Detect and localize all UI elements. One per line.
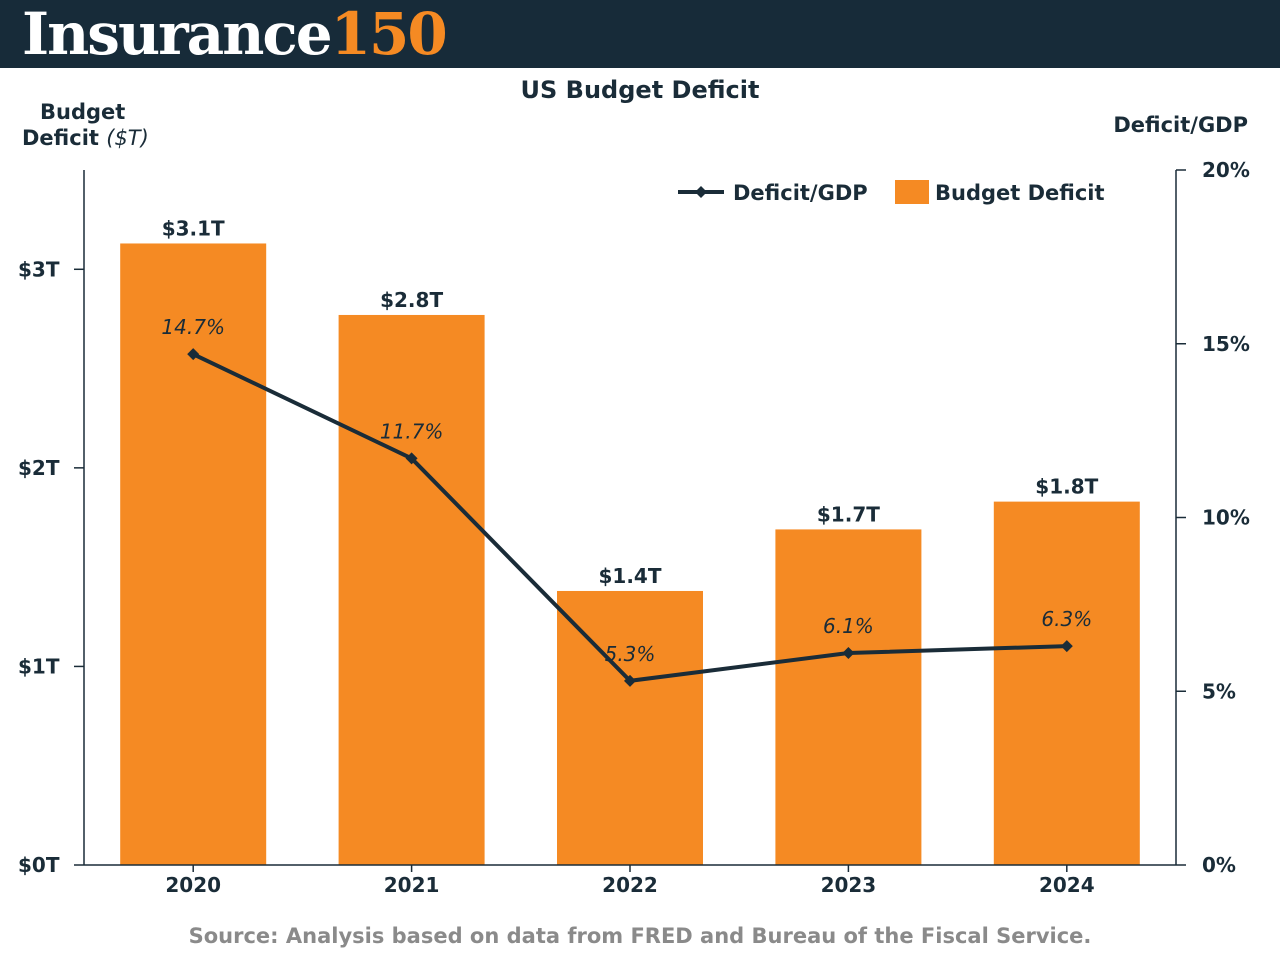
x-tick-label-2020: 2020 (165, 873, 221, 897)
left-tick-label: $3T (18, 257, 60, 281)
right-tick-label: 5% (1202, 679, 1236, 703)
legend-label-budget-deficit: Budget Deficit (935, 181, 1105, 205)
bar-2021 (338, 314, 485, 865)
right-axis-title: Deficit/GDP (1113, 113, 1248, 137)
right-tick-label: 15% (1202, 332, 1250, 356)
deficit-gdp-label-2024: 6.3% (1041, 607, 1092, 631)
source-note: Source: Analysis based on data from FRED… (188, 924, 1092, 948)
insurance150-logo: Insurance150 (22, 0, 448, 70)
bar-2023 (775, 529, 922, 865)
deficit-gdp-label-2021: 11.7% (380, 419, 444, 443)
x-tick-label-2023: 2023 (821, 873, 877, 897)
logo-number: 150 (330, 0, 448, 68)
chart-title: US Budget Deficit (520, 76, 760, 104)
legend-bar-swatch (895, 180, 929, 204)
deficit-gdp-label-2023: 6.1% (823, 614, 874, 638)
left-axis-title-line2: Deficit (22, 126, 99, 150)
deficit-gdp-label-2020: 14.7% (161, 315, 225, 339)
right-tick-label: 10% (1202, 506, 1250, 530)
legend-label-deficit-gdp: Deficit/GDP (733, 181, 868, 205)
deficit-gdp-point-2021 (405, 452, 418, 465)
left-tick-label: $1T (18, 654, 60, 678)
left-tick-label: $0T (18, 853, 60, 877)
deficit-gdp-point-2024 (1060, 640, 1073, 653)
left-axis-unit: ($T) (106, 126, 149, 150)
left-axis-title: Budget Deficit ($T) (22, 99, 149, 151)
deficit-gdp-point-2022 (624, 674, 636, 687)
left-tick-label: $2T (18, 456, 60, 480)
bar-label-2021: $2.8T (380, 288, 443, 312)
x-tick-label-2021: 2021 (384, 873, 440, 897)
bar-2022 (557, 590, 703, 865)
left-axis-title-line1: Budget (40, 100, 126, 124)
deficit-gdp-point-2020 (187, 348, 200, 361)
bar-label-2024: $1.8T (1035, 475, 1098, 499)
x-tick-label-2022: 2022 (602, 873, 658, 897)
legend-line-marker (695, 186, 707, 198)
right-tick-label: 0% (1202, 853, 1236, 877)
bar-2020 (120, 243, 267, 865)
right-tick-label: 20% (1202, 158, 1250, 182)
deficit-gdp-point-2023 (842, 647, 855, 660)
header-bar: Insurance150 (0, 0, 1280, 68)
bar-label-2020: $3.1T (162, 216, 225, 240)
bar-2024 (993, 501, 1140, 865)
logo-word: Insurance (22, 0, 333, 68)
deficit-gdp-label-2022: 5.3% (605, 642, 656, 666)
bar-label-2023: $1.7T (817, 502, 880, 526)
x-tick-label-2024: 2024 (1039, 873, 1095, 897)
bar-label-2022: $1.4T (599, 564, 662, 588)
